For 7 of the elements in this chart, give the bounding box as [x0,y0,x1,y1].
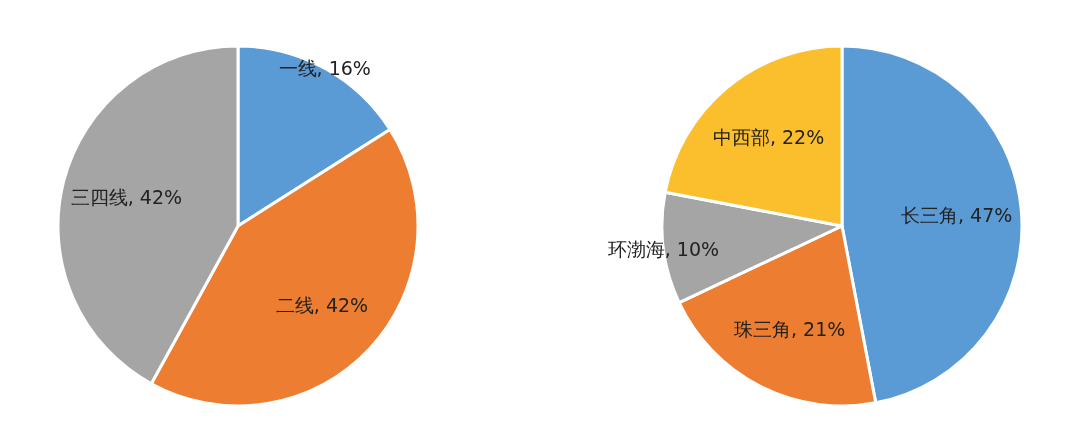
slice-label: 长三角, 47% [901,204,1013,227]
slice-label: 二线, 42% [275,293,369,316]
slice-label: 环渤海, 10% [607,237,720,260]
slice-label: 中西部, 22% [712,126,825,149]
slice-label: 一线, 16% [278,57,371,80]
slice-label: 珠三角, 21% [734,317,846,340]
slice-label: 三四线, 42% [70,186,183,209]
